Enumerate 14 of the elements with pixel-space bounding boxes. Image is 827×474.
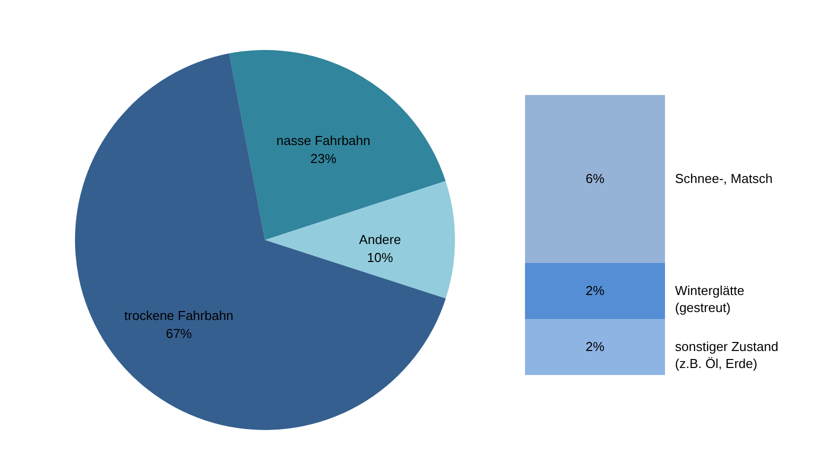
slice-label: Andere bbox=[359, 232, 401, 247]
series-label: Winterglätte (gestreut) bbox=[675, 283, 744, 315]
data-label: 2% bbox=[586, 283, 605, 298]
series-label: Schnee-, Matsch bbox=[675, 171, 773, 186]
pie-slice bbox=[75, 53, 446, 430]
data-label: 6% bbox=[586, 171, 605, 186]
slice-label: trockene Fahrbahn bbox=[124, 308, 234, 324]
data-label: 10% bbox=[366, 250, 394, 265]
data-label: 67% bbox=[166, 326, 192, 342]
pie-slice bbox=[265, 181, 455, 298]
data-label: 23% bbox=[310, 150, 337, 166]
data-label: 2% bbox=[586, 339, 605, 354]
series-label: sonstiger Zustand (z.B. Öl, Erde) bbox=[675, 339, 778, 371]
slice-label: nasse Fahrbahn bbox=[276, 132, 370, 148]
